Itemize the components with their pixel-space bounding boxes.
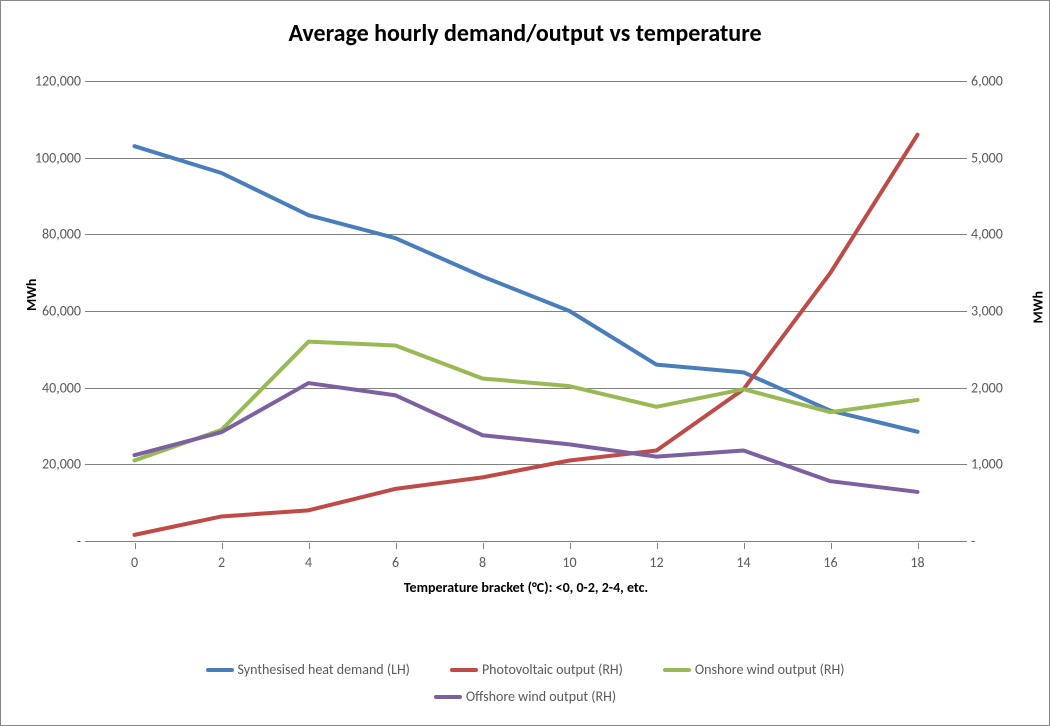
chart-lines xyxy=(91,81,961,541)
x-tick-label: 14 xyxy=(736,554,750,571)
legend-swatch xyxy=(663,668,691,672)
x-tick xyxy=(918,543,919,549)
x-axis-title: Temperature bracket (°C): <0, 0-2, 2-4, … xyxy=(404,579,648,596)
x-tick xyxy=(831,543,832,549)
x-tick-label: 18 xyxy=(910,554,924,571)
legend: Synthesised heat demand (LH) Photovoltaic… xyxy=(175,661,875,705)
legend-item: Photovoltaic output (RH) xyxy=(450,661,623,678)
legend-item: Onshore wind output (RH) xyxy=(663,661,845,678)
y-right-tick xyxy=(961,311,967,312)
y-left-tick-label: 80,000 xyxy=(21,226,81,243)
y-left-tick-label: 60,000 xyxy=(21,303,81,320)
y-left-tick-label: 120,000 xyxy=(21,73,81,90)
y-right-tick-label: 6,000 xyxy=(971,73,1021,90)
y-left-tick-label: 20,000 xyxy=(21,456,81,473)
x-tick-label: 0 xyxy=(131,554,138,571)
x-tick xyxy=(483,543,484,549)
y-right-tick xyxy=(961,81,967,82)
series-line xyxy=(135,135,918,535)
y-right-tick-label: 4,000 xyxy=(971,226,1021,243)
y-right-tick-label: - xyxy=(971,533,1021,550)
y-right-tick xyxy=(961,234,967,235)
x-tick-label: 12 xyxy=(649,554,663,571)
y-right-tick xyxy=(961,388,967,389)
legend-label: Offshore wind output (RH) xyxy=(466,688,616,705)
x-tick xyxy=(657,543,658,549)
y-left-tick xyxy=(85,541,91,542)
legend-label: Synthesised heat demand (LH) xyxy=(238,661,410,678)
legend-swatch xyxy=(434,695,462,699)
legend-swatch xyxy=(450,668,478,672)
chart-title: Average hourly demand/output vs temperat… xyxy=(1,1,1049,58)
x-tick-label: 16 xyxy=(823,554,837,571)
x-tick-label: 10 xyxy=(562,554,576,571)
x-tick xyxy=(570,543,571,549)
y-right-tick xyxy=(961,158,967,159)
series-line xyxy=(135,342,918,461)
y-left-tick-label: 100,000 xyxy=(21,149,81,166)
series-line xyxy=(135,146,918,432)
legend-label: Onshore wind output (RH) xyxy=(695,661,845,678)
legend-item: Offshore wind output (RH) xyxy=(434,688,616,705)
gridline xyxy=(91,541,961,542)
x-tick xyxy=(744,543,745,549)
y-right-tick-label: 3,000 xyxy=(971,303,1021,320)
legend-item: Synthesised heat demand (LH) xyxy=(206,661,410,678)
y-right-tick-label: 1,000 xyxy=(971,456,1021,473)
x-tick xyxy=(135,543,136,549)
x-tick xyxy=(396,543,397,549)
x-tick xyxy=(222,543,223,549)
x-tick-label: 6 xyxy=(392,554,399,571)
y-left-tick-label: - xyxy=(21,533,81,550)
y-right-tick-label: 2,000 xyxy=(971,379,1021,396)
y-left-tick-label: 40,000 xyxy=(21,379,81,396)
legend-swatch xyxy=(206,668,234,672)
x-tick-label: 2 xyxy=(218,554,225,571)
y-right-tick-label: 5,000 xyxy=(971,149,1021,166)
y-right-tick xyxy=(961,464,967,465)
x-tick-label: 4 xyxy=(305,554,312,571)
chart-container: Average hourly demand/output vs temperat… xyxy=(0,0,1050,726)
legend-label: Photovoltaic output (RH) xyxy=(482,661,623,678)
y-right-tick xyxy=(961,541,967,542)
x-tick-label: 8 xyxy=(479,554,486,571)
x-tick xyxy=(309,543,310,549)
plot-area: --20,0001,00040,0002,00060,0003,00080,00… xyxy=(91,81,961,541)
y-axis-right-title: MWh xyxy=(1029,291,1046,323)
